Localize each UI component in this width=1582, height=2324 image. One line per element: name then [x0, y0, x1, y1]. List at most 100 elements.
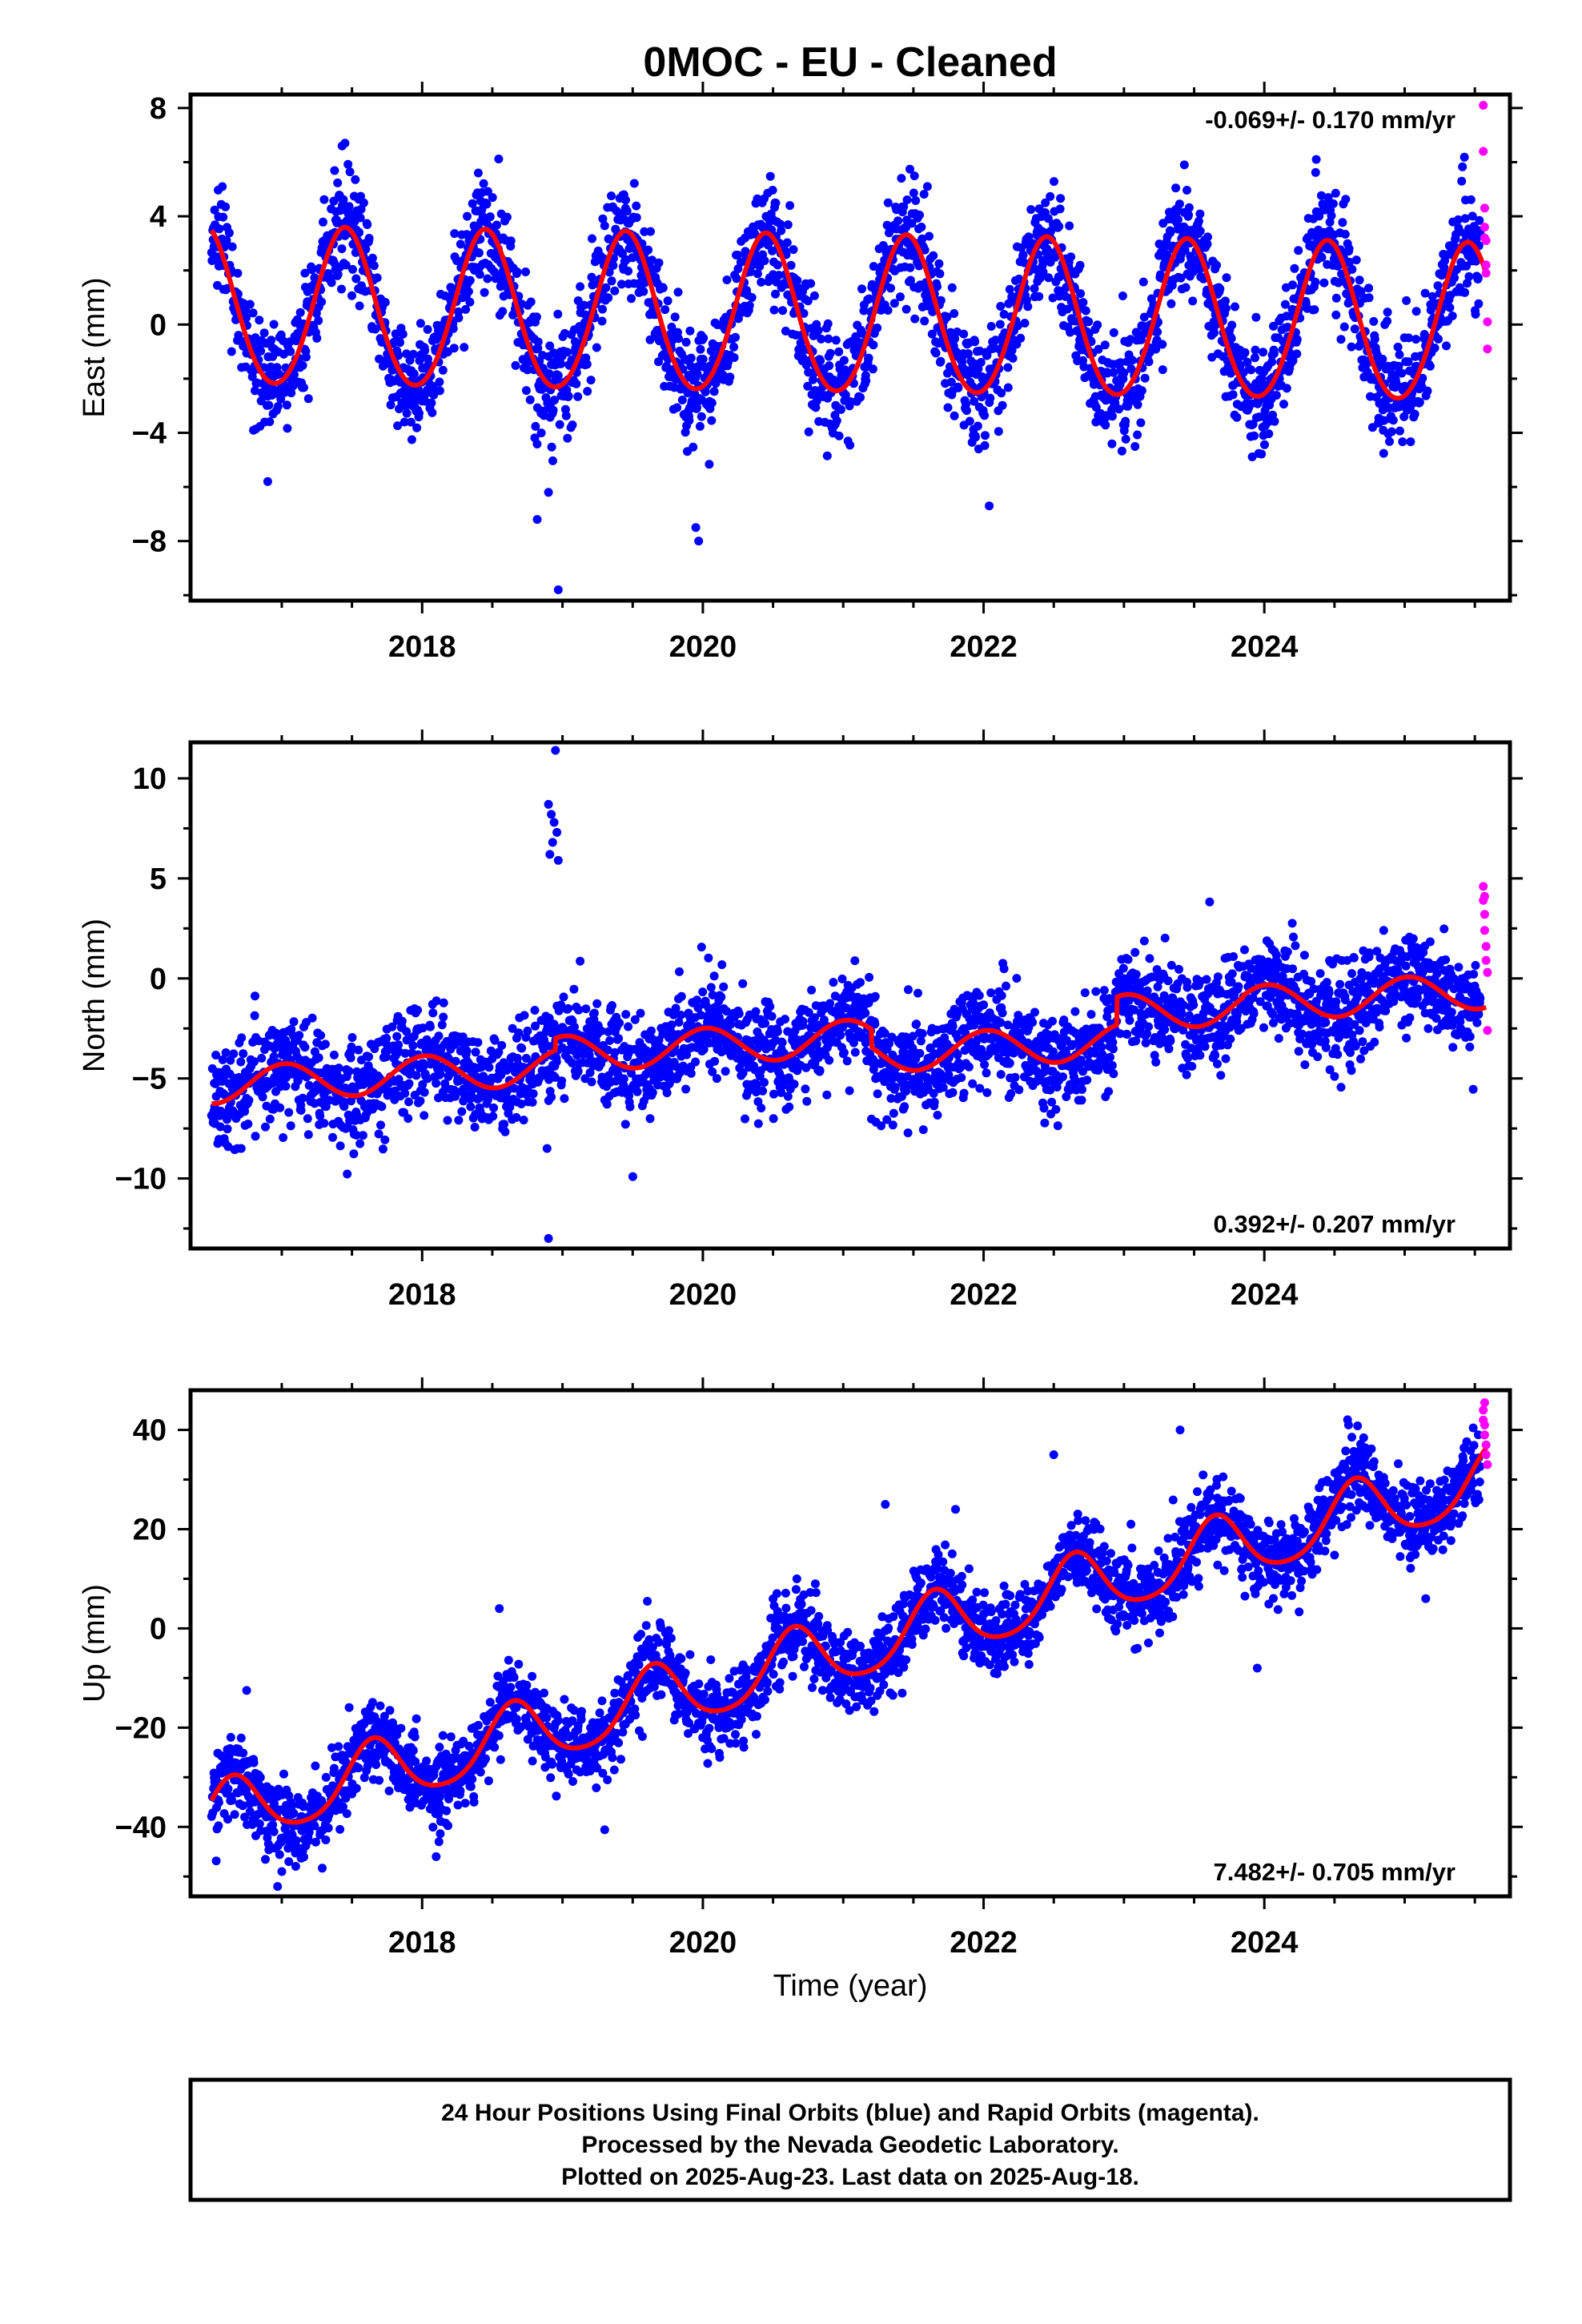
- data-point: [801, 1084, 810, 1094]
- data-point: [1388, 416, 1398, 425]
- data-point: [402, 408, 412, 418]
- data-point: [950, 309, 959, 318]
- data-point: [321, 1102, 331, 1112]
- data-point: [662, 1088, 672, 1098]
- data-point: [905, 263, 915, 272]
- data-point: [964, 1062, 974, 1072]
- data-point: [962, 406, 971, 416]
- data-point: [402, 349, 412, 359]
- data-point: [719, 982, 729, 991]
- data-point: [521, 386, 531, 396]
- data-point: [646, 1026, 656, 1035]
- data-point: [300, 268, 310, 278]
- data-point: [416, 1096, 425, 1106]
- data-point: [1395, 426, 1404, 436]
- data-point: [382, 1034, 391, 1043]
- data-point: [705, 460, 714, 469]
- data-point: [335, 1141, 345, 1151]
- data-point: [717, 960, 727, 970]
- data-point: [553, 585, 563, 594]
- data-point: [1034, 292, 1044, 301]
- data-point: [1250, 431, 1259, 440]
- data-point: [1317, 252, 1327, 262]
- data-point: [480, 287, 489, 297]
- data-point: [986, 393, 995, 403]
- data-point: [573, 392, 583, 401]
- data-point: [483, 274, 492, 283]
- data-point: [620, 1120, 630, 1129]
- data-point: [341, 260, 351, 270]
- chart-title: 0MOC - EU - Cleaned: [643, 39, 1057, 86]
- data-point: [986, 322, 996, 331]
- data-point: [667, 322, 677, 332]
- data-point: [1418, 373, 1427, 383]
- data-point: [777, 1038, 787, 1047]
- data-point: [676, 1011, 685, 1019]
- data-point: [1393, 342, 1403, 352]
- data-point: [1215, 284, 1225, 294]
- data-point: [255, 316, 264, 325]
- data-point: [412, 423, 422, 432]
- data-point: [316, 1031, 326, 1040]
- data-point: [624, 267, 633, 275]
- data-point: [571, 344, 580, 353]
- data-point: [404, 1079, 414, 1088]
- data-point: [698, 987, 708, 997]
- data-point: [1434, 334, 1443, 344]
- data-point: [919, 190, 929, 199]
- data-point: [785, 1102, 794, 1112]
- data-point: [1109, 368, 1118, 377]
- data-point: [570, 337, 580, 347]
- data-point: [223, 1124, 232, 1134]
- data-point: [547, 1092, 556, 1102]
- data-point: [929, 251, 938, 260]
- data-point: [809, 375, 817, 384]
- data-point: [789, 245, 798, 255]
- data-point: [557, 1076, 567, 1086]
- data-point: [434, 1031, 444, 1041]
- data-point: [1331, 188, 1340, 198]
- data-point: [632, 1087, 642, 1096]
- data-point: [839, 1047, 849, 1057]
- data-point: [251, 1132, 260, 1141]
- data-point: [644, 245, 653, 255]
- data-point: [959, 1088, 969, 1098]
- data-point: [694, 537, 704, 546]
- data-point: [696, 344, 705, 354]
- data-point: [400, 1088, 410, 1098]
- data-point: [1123, 401, 1133, 411]
- data-point: [883, 198, 893, 207]
- data-point: [1403, 357, 1413, 367]
- data-point: [548, 405, 558, 415]
- data-point: [1347, 342, 1356, 352]
- data-point: [259, 328, 269, 338]
- model-fit-line: [209, 224, 1489, 401]
- data-point: [598, 214, 608, 223]
- data-point: [661, 305, 670, 315]
- data-point: [473, 168, 483, 178]
- data-point: [765, 171, 775, 181]
- data-point: [1259, 348, 1268, 357]
- data-point: [576, 282, 585, 292]
- data-point: [1024, 232, 1034, 242]
- data-point: [1078, 298, 1088, 308]
- data-point: [512, 267, 522, 276]
- data-point: [1016, 333, 1026, 343]
- data-point: [588, 234, 596, 243]
- data-point: [408, 349, 418, 359]
- data-point: [1411, 335, 1421, 344]
- data-point: [1195, 209, 1205, 219]
- data-point: [600, 221, 609, 231]
- data-point: [1447, 312, 1457, 320]
- data-point: [378, 1144, 387, 1154]
- data-point: [553, 371, 563, 380]
- data-point: [825, 1055, 834, 1065]
- data-point: [658, 283, 668, 292]
- data-point: [809, 291, 819, 300]
- data-point: [576, 956, 585, 966]
- data-point: [1212, 260, 1221, 270]
- data-point: [320, 1039, 330, 1049]
- data-point: [936, 296, 946, 305]
- data-point: [1222, 304, 1231, 313]
- data-point: [427, 398, 436, 408]
